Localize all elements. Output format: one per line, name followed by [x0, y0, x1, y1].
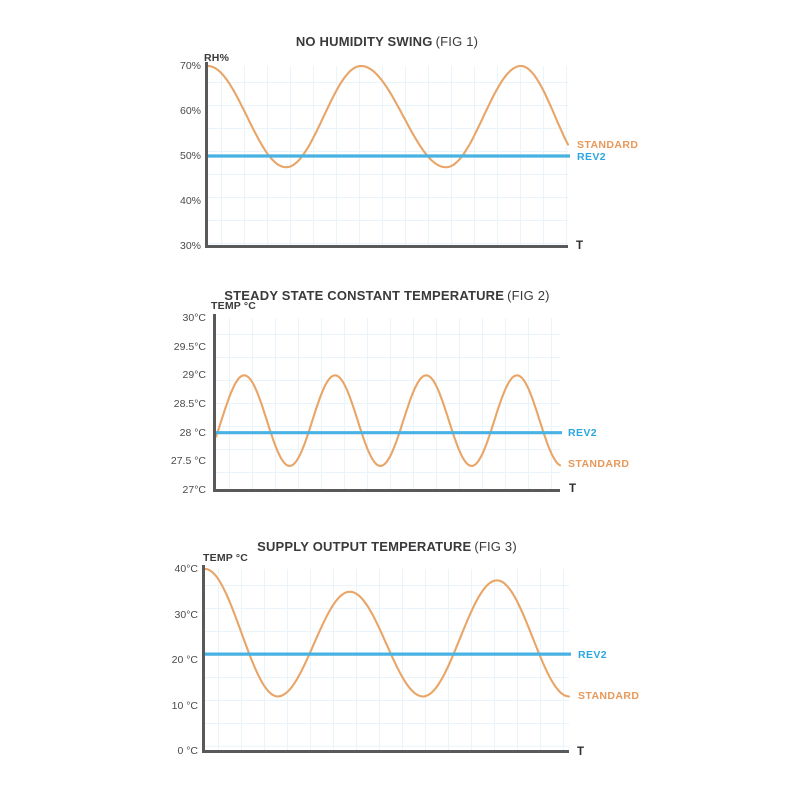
chart-fig-label: (FIG 3) — [474, 539, 517, 554]
chart-title: SUPPLY OUTPUT TEMPERATURE (FIG 3) — [0, 538, 774, 556]
legend-label-standard: STANDARD — [578, 690, 640, 702]
chart-title: STEADY STATE CONSTANT TEMPERATURE (FIG 2) — [0, 287, 774, 305]
x-axis-line — [213, 488, 560, 492]
y-tick-label: 10 °C — [171, 699, 198, 712]
y-tick-label: 20 °C — [171, 654, 198, 666]
x-axis-label: T — [569, 483, 577, 495]
x-axis-line — [202, 749, 569, 753]
chart-fig-label: (FIG 2) — [507, 288, 550, 303]
chart-title: NO HUMIDITY SWING (FIG 1) — [0, 33, 774, 51]
y-tick-label: 29°C — [182, 369, 206, 382]
standard-curve — [206, 64, 570, 169]
legend-label-standard: STANDARD — [577, 139, 639, 151]
y-tick-label: 27.5 °C — [170, 455, 206, 468]
plot-area — [214, 318, 562, 490]
y-tick-label: 29.5°C — [173, 340, 206, 353]
plot-svg — [206, 64, 570, 169]
y-tick-label: 70% — [179, 60, 201, 72]
y-tick-label: 28 °C — [179, 426, 206, 439]
y-tick-label: 27°C — [182, 484, 206, 496]
y-tick-label: 30°C — [182, 312, 206, 324]
plot-svg — [203, 567, 571, 698]
plot-area — [203, 567, 571, 751]
legend-label-standard: STANDARD — [568, 457, 630, 470]
y-tick-label: 50% — [179, 150, 201, 162]
x-axis-line — [205, 244, 568, 248]
x-axis-label: T — [576, 240, 584, 252]
standard-curve — [214, 374, 562, 467]
y-tick-label: 0 °C — [177, 745, 198, 757]
y-axis-unit-label: RH% — [204, 52, 230, 64]
chart-fig-label: (FIG 1) — [435, 34, 479, 49]
chart-title-main: NO HUMIDITY SWING — [295, 34, 433, 49]
y-axis-unit-label: TEMP °C — [211, 300, 257, 312]
y-axis-line — [202, 565, 205, 751]
chart-title-main: STEADY STATE CONSTANT TEMPERATURE — [224, 288, 505, 303]
x-axis-label: T — [577, 746, 585, 758]
plot-area — [206, 64, 570, 246]
legend-label-rev2: REV2 — [577, 151, 607, 163]
legend-label-rev2: REV2 — [568, 427, 598, 439]
y-tick-label: 28.5°C — [173, 398, 206, 410]
legend-label-rev2: REV2 — [578, 649, 608, 661]
standard-curve — [203, 567, 571, 698]
y-tick-label: 40% — [179, 195, 201, 207]
y-tick-label: 60% — [179, 105, 201, 117]
y-axis-unit-label: TEMP °C — [203, 552, 249, 564]
plot-svg — [214, 374, 562, 467]
y-axis-line — [205, 62, 208, 246]
y-tick-label: 30% — [179, 240, 201, 252]
y-axis-line — [213, 314, 216, 490]
chart-title-main: SUPPLY OUTPUT TEMPERATURE — [257, 539, 472, 554]
y-tick-label: 40°C — [174, 563, 198, 575]
y-tick-label: 30°C — [174, 608, 198, 621]
